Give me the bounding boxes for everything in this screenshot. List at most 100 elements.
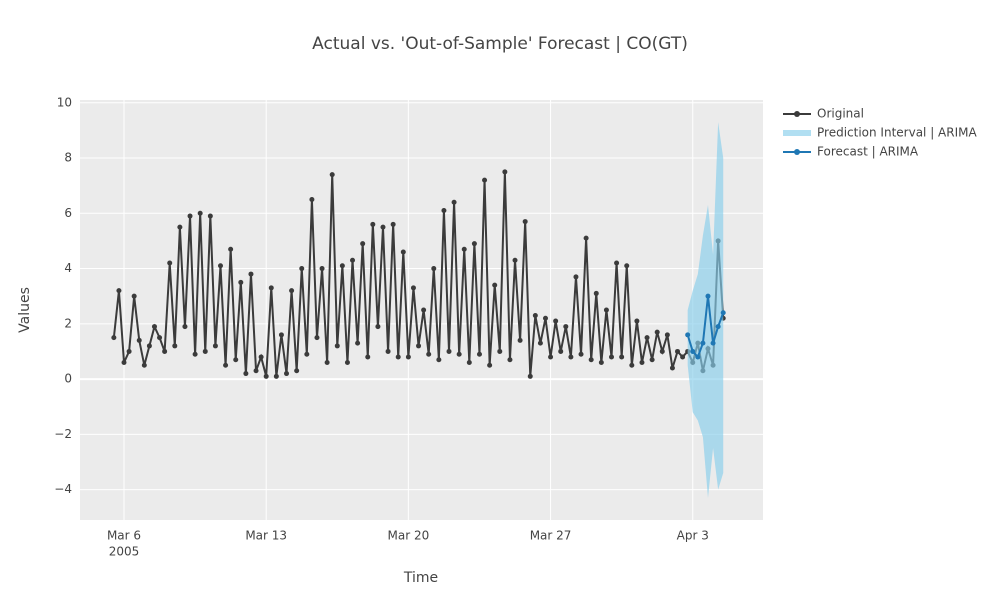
point — [405, 354, 411, 360]
point — [131, 293, 137, 299]
point — [355, 340, 361, 346]
point — [284, 371, 290, 377]
point — [400, 249, 406, 255]
point — [187, 213, 193, 219]
point — [614, 260, 620, 266]
point — [441, 208, 447, 214]
point — [446, 348, 452, 354]
point — [659, 348, 665, 354]
point — [578, 351, 584, 357]
point — [151, 324, 157, 330]
point — [497, 348, 503, 354]
point — [365, 354, 371, 360]
point — [436, 357, 442, 363]
point — [126, 348, 132, 354]
point — [243, 371, 249, 377]
y-tick-label: 4 — [64, 261, 72, 275]
point — [522, 219, 528, 225]
x-tick-label: Mar 27 — [530, 529, 572, 543]
point — [654, 329, 660, 335]
point — [324, 360, 330, 365]
point — [167, 260, 173, 266]
point — [162, 348, 168, 354]
point — [309, 196, 315, 202]
point — [380, 224, 386, 230]
point — [421, 307, 427, 313]
point — [512, 257, 518, 263]
point — [583, 235, 589, 241]
point — [410, 285, 416, 291]
point — [319, 266, 325, 272]
point — [690, 348, 696, 354]
point — [507, 357, 513, 363]
x-tick-label: Mar 6 — [107, 529, 141, 543]
point — [370, 221, 376, 227]
point — [603, 307, 609, 313]
point — [634, 318, 640, 324]
point — [157, 335, 163, 341]
point — [710, 340, 716, 346]
point — [705, 293, 711, 299]
x-tick-year: 2005 — [109, 545, 140, 559]
point — [294, 368, 300, 374]
point — [715, 324, 721, 330]
legend-marker — [794, 111, 800, 117]
point — [588, 357, 594, 363]
point — [146, 343, 152, 349]
point — [451, 199, 457, 205]
point — [314, 335, 320, 341]
point — [360, 241, 366, 247]
point — [390, 221, 396, 227]
point — [466, 360, 472, 365]
point — [278, 332, 284, 338]
x-axis-title: Time — [403, 570, 438, 586]
point — [350, 257, 356, 263]
point — [111, 335, 117, 341]
point — [700, 340, 706, 346]
prediction-band — [687, 122, 724, 498]
point — [456, 351, 462, 357]
point — [548, 354, 554, 360]
point — [289, 288, 295, 294]
point — [482, 177, 488, 183]
point — [268, 285, 274, 291]
legend-label: Original — [817, 107, 864, 121]
point — [568, 354, 574, 360]
marks — [111, 122, 726, 498]
point — [238, 279, 244, 285]
y-tick-label: 8 — [64, 151, 72, 165]
point — [476, 351, 482, 357]
y-tick-label: 2 — [64, 316, 72, 330]
point — [344, 360, 350, 365]
point — [182, 324, 188, 330]
y-tick-label: 0 — [64, 372, 72, 386]
point — [517, 337, 523, 343]
point — [598, 360, 604, 365]
point — [426, 351, 432, 357]
y-tick-label: 6 — [64, 206, 72, 220]
point — [329, 172, 335, 178]
point — [228, 246, 234, 252]
legend-swatch — [783, 130, 811, 136]
x-tick-label: Apr 3 — [677, 529, 709, 543]
point — [675, 348, 681, 354]
point — [649, 357, 655, 363]
point — [223, 362, 229, 368]
x-tick-label: Mar 20 — [388, 529, 430, 543]
point — [375, 324, 381, 330]
legend: Original Prediction Interval | ARIMA Forec… — [783, 107, 977, 159]
x-tick-label: Mar 13 — [245, 529, 287, 543]
point — [563, 324, 569, 330]
point — [334, 343, 340, 349]
y-axis-title: Values — [17, 287, 33, 333]
point — [532, 313, 538, 319]
point — [273, 373, 279, 379]
point — [573, 274, 579, 280]
point — [197, 210, 203, 216]
point — [680, 354, 686, 360]
point — [233, 357, 239, 363]
point — [527, 373, 533, 379]
point — [685, 332, 691, 338]
point — [263, 373, 269, 379]
